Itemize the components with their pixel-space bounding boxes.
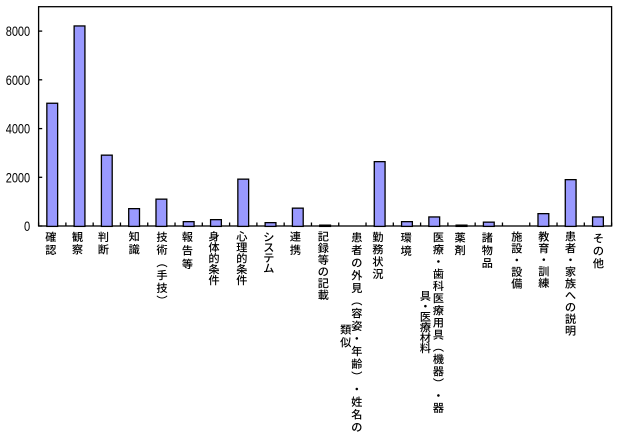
svg-text:6000: 6000 [6, 73, 31, 88]
svg-text:2000: 2000 [6, 170, 31, 185]
svg-text:8000: 8000 [6, 24, 31, 39]
svg-text:0: 0 [24, 219, 30, 234]
svg-text:4000: 4000 [6, 122, 31, 137]
